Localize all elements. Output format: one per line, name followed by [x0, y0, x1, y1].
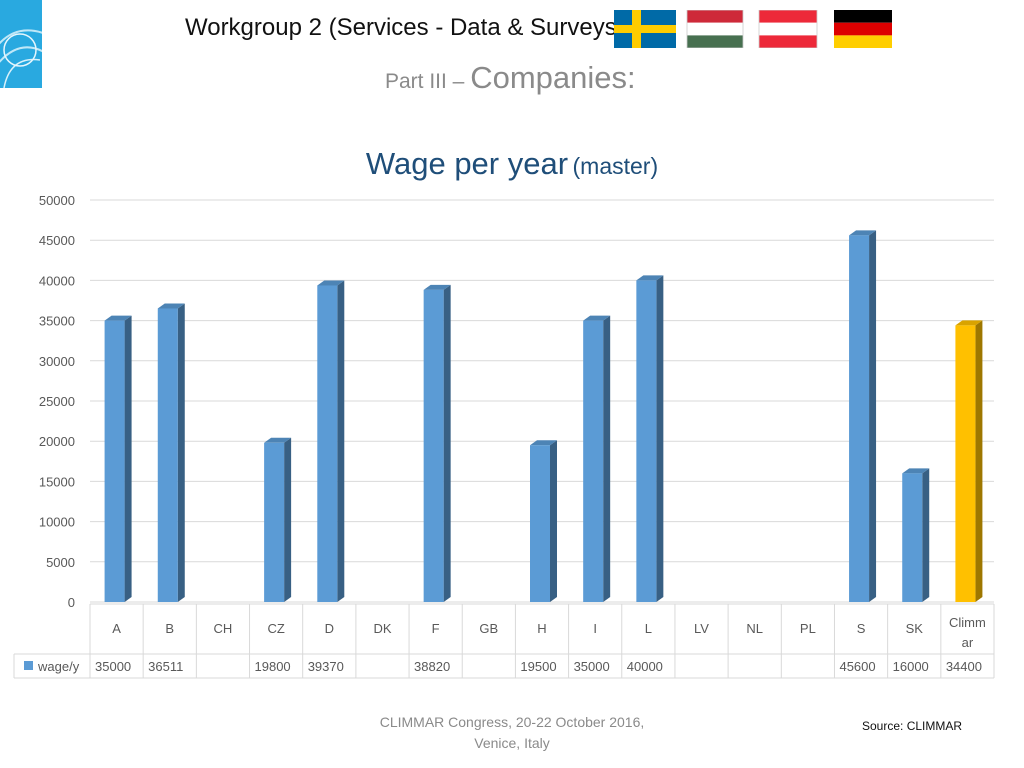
austria-flag [758, 10, 818, 48]
data-table-value: 38820 [414, 659, 450, 674]
data-table-value: 40000 [627, 659, 663, 674]
category-label: B [165, 621, 174, 636]
y-tick-label: 15000 [39, 474, 75, 489]
data-table-value: 35000 [95, 659, 131, 674]
bar-I [583, 315, 611, 602]
bar-L [636, 275, 664, 602]
germany-flag [834, 10, 892, 48]
y-tick-label: 35000 [39, 314, 75, 329]
y-tick-label: 25000 [39, 394, 75, 409]
legend-label: wage/y [37, 659, 80, 674]
category-label: I [593, 621, 597, 636]
category-label: NL [746, 621, 763, 636]
category-label: CH [214, 621, 233, 636]
data-table-value: 16000 [893, 659, 929, 674]
bar-H [530, 440, 557, 602]
data-table-value: 45600 [839, 659, 875, 674]
y-tick-label: 5000 [46, 555, 75, 570]
chart-title-suffix: (master) [572, 153, 659, 179]
category-label: CZ [267, 621, 284, 636]
category-label: PL [800, 621, 816, 636]
subtitle-main: Companies: [470, 60, 636, 95]
y-tick-label: 40000 [39, 273, 75, 288]
category-label: GB [479, 621, 498, 636]
subtitle-prefix: Part III – [385, 70, 471, 93]
footer-line-2: Venice, Italy [474, 735, 550, 751]
chart-title: Wage per year (master) [0, 146, 1024, 182]
data-table-value: 39370 [308, 659, 344, 674]
bar-S [849, 230, 877, 602]
category-label: Climm ar [949, 615, 986, 650]
category-label: LV [694, 621, 709, 636]
category-label: A [112, 621, 121, 636]
bar-Climmar [955, 320, 983, 602]
page-title: Workgroup 2 (Services - Data & Surveys) [185, 14, 625, 41]
hungary-flag [686, 10, 744, 48]
footer-line-1: CLIMMAR Congress, 20-22 October 2016, [379, 714, 645, 730]
category-label: SK [906, 621, 924, 636]
section-subtitle: Part III – Companies: [385, 60, 636, 96]
data-table-value: 35000 [574, 659, 610, 674]
data-table-value: 36511 [148, 659, 183, 674]
category-label: DK [373, 621, 391, 636]
legend-swatch [24, 661, 33, 670]
bar-F [423, 284, 451, 602]
data-table-value: 34400 [946, 659, 982, 674]
category-label: D [325, 621, 334, 636]
congress-logo [0, 0, 42, 88]
footer-caption: CLIMMAR Congress, 20-22 October 2016, Ve… [352, 712, 672, 754]
source-note: Source: CLIMMAR [862, 719, 963, 733]
bar-D [317, 280, 345, 602]
sweden-flag [614, 10, 676, 48]
wage-bar-chart: 0 5000 10000 15000 20000 25000 30000 35000 40000… [13, 193, 995, 679]
flags-group [614, 10, 892, 48]
bar-SK [902, 468, 930, 602]
data-table-value: 19800 [255, 659, 291, 674]
y-tick-label: 20000 [39, 434, 75, 449]
y-tick-label: 10000 [39, 515, 75, 530]
bar-A [104, 315, 132, 602]
category-label: H [537, 621, 546, 636]
category-label: S [857, 621, 866, 636]
bar-CZ [264, 437, 292, 602]
category-label: L [645, 621, 652, 636]
category-label: F [432, 621, 440, 636]
y-tick-label: 0 [68, 595, 75, 610]
bar-B [157, 303, 185, 602]
y-tick-label: 45000 [39, 233, 75, 248]
chart-title-main: Wage per year [365, 146, 569, 181]
data-table-value: 19500 [520, 659, 556, 674]
y-tick-label: 50000 [39, 193, 75, 208]
y-tick-label: 30000 [39, 354, 75, 369]
